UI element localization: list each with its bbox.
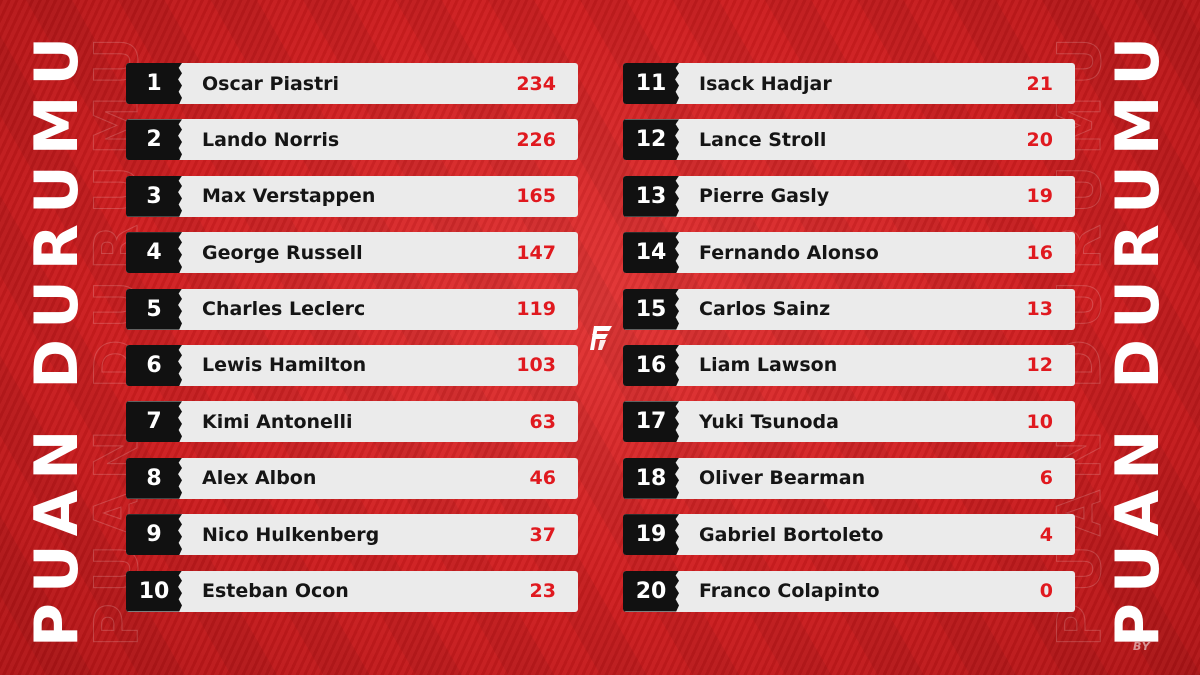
driver-points: 6 — [1039, 467, 1053, 490]
driver-points: 4 — [1039, 523, 1053, 546]
driver-points: 16 — [1026, 241, 1053, 264]
driver-name: Oliver Bearman — [699, 467, 866, 490]
standings-row: 2 Lando Norris 226 — [126, 119, 578, 161]
position-badge: 8 — [126, 457, 182, 499]
position-badge: 16 — [623, 344, 679, 386]
position-badge: 3 — [126, 175, 182, 217]
position-badge: 19 — [623, 514, 679, 556]
driver-points: 46 — [529, 467, 556, 490]
side-title-right: PUAN DURUMU — [1103, 26, 1173, 648]
driver-name: Lando Norris — [202, 128, 340, 151]
position-badge: 2 — [126, 119, 182, 161]
driver-name: Isack Hadjar — [699, 72, 832, 95]
standings-row: 19 Gabriel Bortoleto 4 — [623, 514, 1075, 556]
driver-name: Alex Albon — [202, 467, 317, 490]
driver-name: Lewis Hamilton — [202, 354, 367, 377]
position-badge: 1 — [126, 63, 182, 104]
position-badge: 14 — [623, 232, 679, 274]
driver-name: Lance Stroll — [699, 128, 827, 151]
driver-points: 12 — [1026, 354, 1053, 377]
standings-row: 11 Isack Hadjar 21 — [623, 63, 1075, 104]
position-badge: 10 — [126, 570, 182, 612]
standings-row: 17 Yuki Tsunoda 10 — [623, 401, 1075, 443]
standings-row: 13 Pierre Gasly 19 — [623, 175, 1075, 217]
position-badge: 9 — [126, 514, 182, 556]
driver-points: 23 — [529, 580, 556, 603]
standings-row: 7 Kimi Antonelli 63 — [126, 401, 578, 443]
credit-signature: BY — [1133, 640, 1151, 653]
driver-name: Liam Lawson — [699, 354, 838, 377]
standings-row: 1 Oscar Piastri 234 — [126, 63, 578, 104]
driver-points: 37 — [529, 523, 556, 546]
position-badge: 15 — [623, 288, 679, 330]
standings-row: 3 Max Verstappen 165 — [126, 175, 578, 217]
driver-name: Franco Colapinto — [699, 580, 880, 603]
driver-name: Oscar Piastri — [202, 72, 340, 95]
driver-name: Pierre Gasly — [699, 185, 830, 208]
driver-name: George Russell — [202, 241, 363, 264]
position-badge: 12 — [623, 119, 679, 161]
driver-points: 103 — [516, 354, 556, 377]
standings-row: 4 George Russell 147 — [126, 232, 578, 274]
position-badge: 4 — [126, 232, 182, 274]
standings-row: 8 Alex Albon 46 — [126, 457, 578, 499]
f-logo-icon — [590, 326, 612, 350]
standings-row: 6 Lewis Hamilton 103 — [126, 344, 578, 386]
driver-name: Carlos Sainz — [699, 298, 831, 321]
standings-row: 5 Charles Leclerc 119 — [126, 288, 578, 330]
driver-points: 147 — [516, 241, 556, 264]
standings-row: 12 Lance Stroll 20 — [623, 119, 1075, 161]
standings-column-right: 11 Isack Hadjar 21 12 Lance Stroll 20 13 Pierre… — [623, 63, 1075, 627]
driver-points: 226 — [516, 128, 556, 151]
standings-row: 20 Franco Colapinto 0 — [623, 570, 1075, 612]
position-badge: 6 — [126, 344, 182, 386]
position-badge: 11 — [623, 63, 679, 104]
side-title-left: PUAN DURUMU — [22, 26, 92, 648]
driver-points: 19 — [1026, 185, 1053, 208]
standings-column-left: 1 Oscar Piastri 234 2 Lando Norris 226 3 Max Ve… — [126, 63, 578, 627]
standings-row: 14 Fernando Alonso 16 — [623, 232, 1075, 274]
driver-name: Charles Leclerc — [202, 298, 366, 321]
driver-points: 13 — [1026, 298, 1053, 321]
driver-points: 234 — [516, 72, 556, 95]
standings-row: 16 Liam Lawson 12 — [623, 344, 1075, 386]
standings-row: 18 Oliver Bearman 6 — [623, 457, 1075, 499]
driver-name: Yuki Tsunoda — [699, 410, 839, 433]
driver-points: 63 — [529, 410, 556, 433]
driver-name: Max Verstappen — [202, 185, 376, 208]
driver-name: Gabriel Bortoleto — [699, 523, 884, 546]
position-badge: 17 — [623, 401, 679, 443]
driver-name: Nico Hulkenberg — [202, 523, 380, 546]
standings-row: 10 Esteban Ocon 23 — [126, 570, 578, 612]
position-badge: 20 — [623, 570, 679, 612]
position-badge: 7 — [126, 401, 182, 443]
driver-name: Fernando Alonso — [699, 241, 879, 264]
driver-points: 21 — [1026, 72, 1053, 95]
standings-row: 9 Nico Hulkenberg 37 — [126, 514, 578, 556]
position-badge: 18 — [623, 457, 679, 499]
driver-points: 10 — [1026, 410, 1053, 433]
position-badge: 5 — [126, 288, 182, 330]
driver-name: Esteban Ocon — [202, 580, 349, 603]
driver-points: 20 — [1026, 128, 1053, 151]
driver-points: 119 — [516, 298, 556, 321]
driver-name: Kimi Antonelli — [202, 410, 353, 433]
driver-points: 165 — [516, 185, 556, 208]
driver-points: 0 — [1039, 580, 1053, 603]
position-badge: 13 — [623, 175, 679, 217]
standings-row: 15 Carlos Sainz 13 — [623, 288, 1075, 330]
